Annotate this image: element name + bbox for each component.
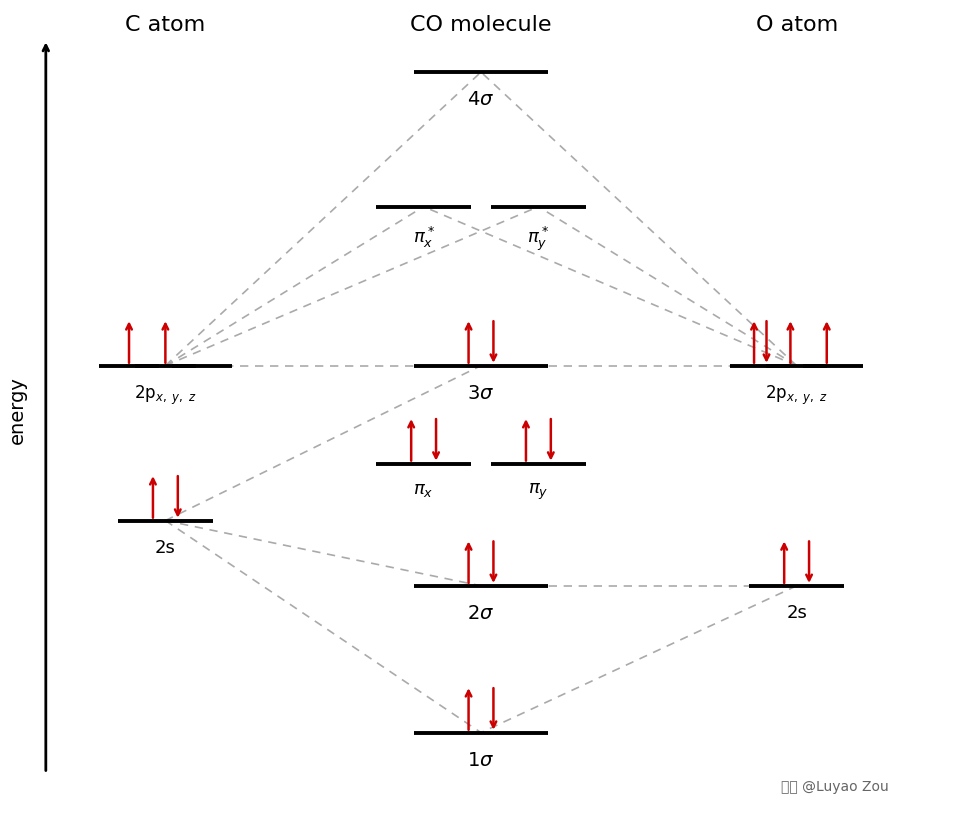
Text: $\pi^*_y$: $\pi^*_y$ [527,225,549,253]
Text: 4$\sigma$: 4$\sigma$ [467,90,494,109]
Text: 2s: 2s [785,603,806,621]
Text: 2p$_{x,\ y,\ z}$: 2p$_{x,\ y,\ z}$ [764,383,827,406]
Text: 2p$_{x,\ y,\ z}$: 2p$_{x,\ y,\ z}$ [134,383,197,406]
Text: $\pi^*_x$: $\pi^*_x$ [412,225,434,250]
Text: CO molecule: CO molecule [409,15,552,35]
Text: $\pi_y$: $\pi_y$ [528,481,548,502]
Text: C atom: C atom [125,15,206,35]
Text: 3$\sigma$: 3$\sigma$ [467,383,494,402]
Text: 1$\sigma$: 1$\sigma$ [467,750,494,769]
Text: 2$\sigma$: 2$\sigma$ [467,603,494,623]
Text: $\pi_x$: $\pi_x$ [413,481,433,499]
Text: 2s: 2s [155,539,176,557]
Text: O atom: O atom [754,15,837,35]
Text: energy: energy [8,377,27,444]
Text: 知乎 @Luyao Zou: 知乎 @Luyao Zou [780,780,888,794]
